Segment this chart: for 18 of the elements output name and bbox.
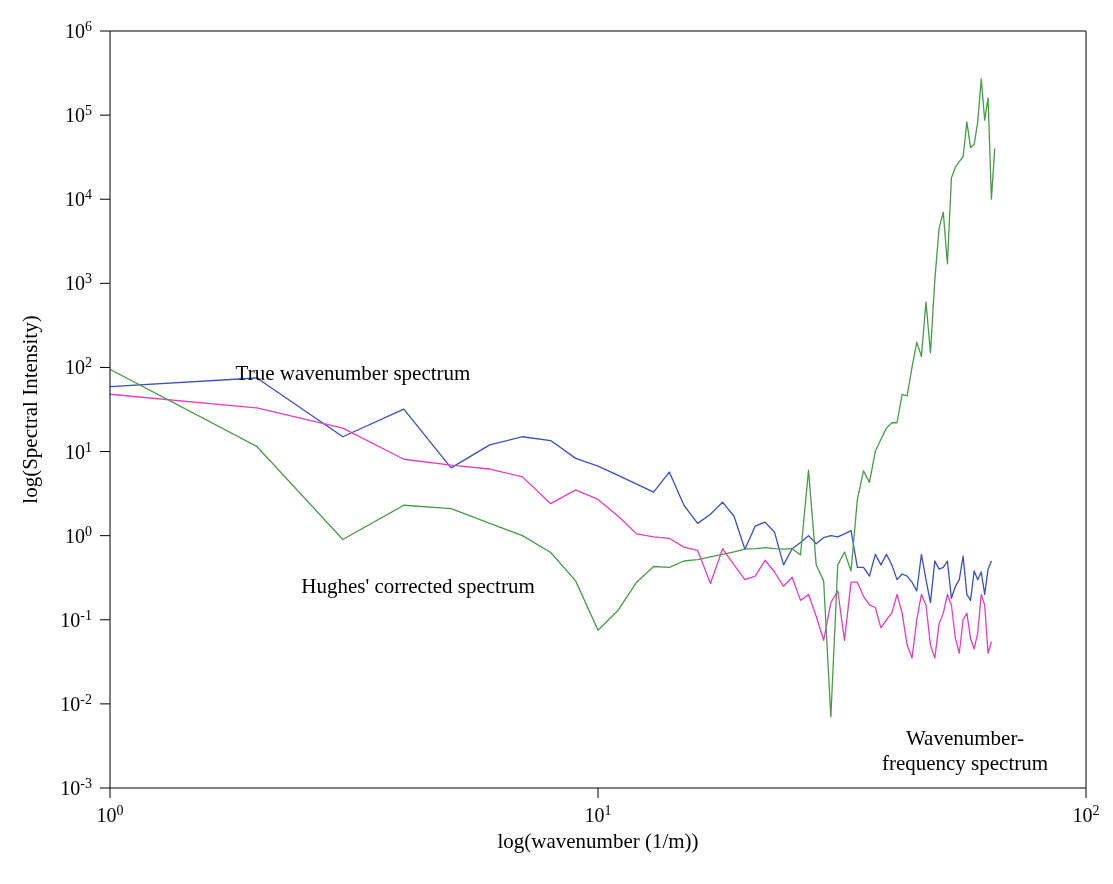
y-tick-label: 10$^{-2}$ (60, 691, 92, 715)
y-tick-label: 10$^{3}$ (65, 270, 92, 295)
x-tick-label: 10$^{1}$ (584, 802, 612, 826)
y-axis-title: log(Spectral Intensity) (18, 315, 43, 504)
annotation: Hughes' corrected spectrum (301, 574, 535, 598)
x-axis-title: log(wavenumber (1/m)) (497, 829, 699, 853)
y-tick-label: 10$^{0}$ (65, 523, 92, 547)
y-tick-label: 10$^{1}$ (65, 439, 92, 463)
annotation: Wavenumber-frequency spectrum (881, 726, 1049, 775)
y-tick-label: 10$^{5}$ (65, 102, 92, 127)
y-tick-label: 10$^{-1}$ (60, 607, 92, 631)
x-tick-label: 10$^{2}$ (1072, 802, 1100, 826)
annotation: True wavenumber spectrum (235, 361, 471, 385)
y-tick-label: 10$^{2}$ (65, 354, 92, 379)
y-tick-label: 10$^{-3}$ (60, 775, 92, 799)
y-tick-label: 10$^{6}$ (65, 18, 92, 42)
y-tick-label: 10$^{4}$ (65, 186, 92, 211)
x-tick-label: 10$^{0}$ (96, 802, 124, 826)
